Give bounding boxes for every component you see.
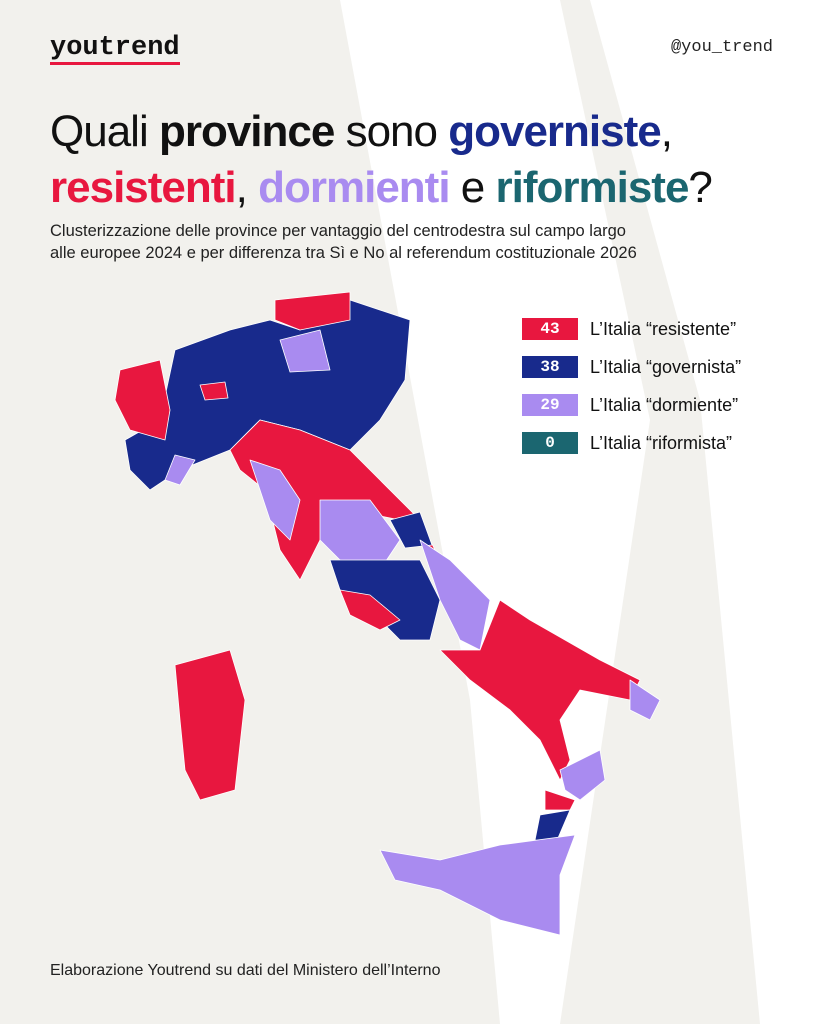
title-part: ? <box>688 163 713 212</box>
legend-item: 29 L’Italia “dormiente” <box>522 386 741 424</box>
legend-count: 0 <box>522 432 578 454</box>
logo: youtrend <box>50 33 180 65</box>
title-part: dormienti <box>258 163 450 212</box>
region <box>439 599 641 781</box>
legend-label: L’Italia “riformista” <box>590 432 733 453</box>
title-part: governiste <box>448 107 662 156</box>
region <box>339 589 401 631</box>
region <box>274 291 351 331</box>
title-part: e <box>449 163 496 212</box>
title: Quali province sono governiste, resisten… <box>50 104 713 216</box>
legend-label: L’Italia “governista” <box>590 356 742 377</box>
legend-item: 38 L’Italia “governista” <box>522 348 741 386</box>
region <box>164 454 196 486</box>
legend-count: 38 <box>522 356 578 378</box>
legend: 43 L’Italia “resistente” 38 L’Italia “gover… <box>522 310 741 462</box>
legend-count: 43 <box>522 318 578 340</box>
title-part: Quali <box>50 107 159 156</box>
legend-label: L’Italia “dormiente” <box>590 394 739 415</box>
title-part: province <box>158 107 335 156</box>
region <box>629 679 661 721</box>
title-part: riformiste <box>495 163 689 212</box>
footer: Elaborazione Youtrend su dati del Minist… <box>50 962 441 979</box>
legend-item: 0 L’Italia “riformista” <box>522 424 741 462</box>
region <box>199 381 229 401</box>
subtitle-line: alle europee 2024 e per differenza tra S… <box>50 244 637 262</box>
legend-item: 43 L’Italia “resistente” <box>522 310 741 348</box>
title-part: , <box>660 107 673 156</box>
region <box>114 359 171 441</box>
title-part: resistenti <box>50 163 237 212</box>
region <box>379 834 576 936</box>
title-part: sono <box>334 107 449 156</box>
region <box>279 329 331 373</box>
region <box>249 459 301 541</box>
region <box>174 649 246 801</box>
region <box>389 511 433 549</box>
subtitle: Clusterizzazione delle province per vant… <box>50 220 637 264</box>
legend-count: 29 <box>522 394 578 416</box>
region <box>559 749 606 801</box>
bg-shape <box>590 0 821 1024</box>
handle: @you_trend <box>670 38 773 57</box>
title-part: , <box>235 163 259 212</box>
subtitle-line: Clusterizzazione delle province per vant… <box>50 222 626 240</box>
legend-label: L’Italia “resistente” <box>590 318 737 339</box>
